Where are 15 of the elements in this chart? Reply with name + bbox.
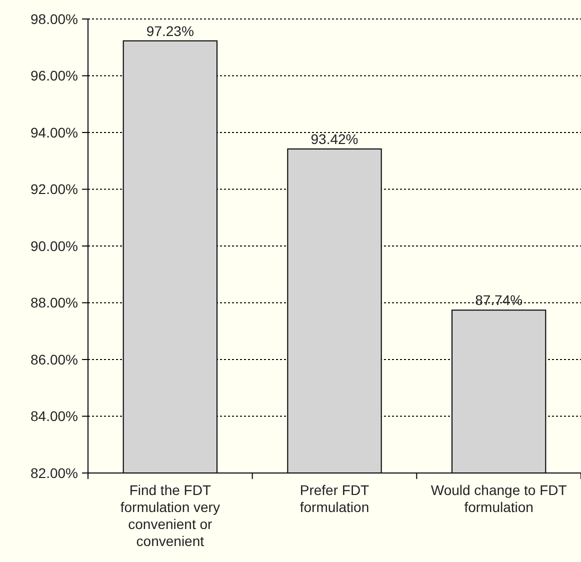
y-tick-label: 84.00%: [30, 408, 78, 424]
y-tick-label: 90.00%: [30, 238, 78, 254]
data-label: 93.42%: [310, 130, 358, 147]
y-tick-label: 86.00%: [30, 351, 78, 368]
x-tick-label: Find the FDT formulation very convenient or convenient: [120, 482, 220, 549]
x-tick-label: Would change to FDT formulation: [430, 482, 568, 515]
y-tick-label: 88.00%: [30, 294, 78, 311]
y-tick-label: 94.00%: [30, 124, 78, 140]
data-label: 87.74%: [475, 292, 523, 308]
y-tick-label: 92.00%: [30, 181, 78, 198]
data-label: 97.23%: [146, 22, 194, 39]
x-tick-label: Prefer FDT formulation: [300, 482, 370, 515]
y-tick-label: 82.00%: [30, 464, 78, 481]
y-tick-label: 96.00%: [30, 68, 78, 84]
y-tick-label: 98.00%: [30, 10, 78, 27]
